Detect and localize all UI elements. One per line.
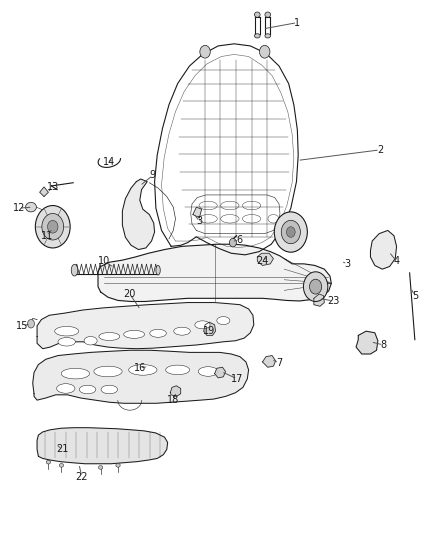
Text: 6: 6 <box>237 235 243 245</box>
Text: 7: 7 <box>276 358 282 368</box>
Text: 23: 23 <box>327 296 339 306</box>
Ellipse shape <box>198 367 218 376</box>
Ellipse shape <box>265 34 271 38</box>
Text: 9: 9 <box>150 171 156 180</box>
Ellipse shape <box>254 12 260 17</box>
Ellipse shape <box>217 317 230 325</box>
Circle shape <box>42 214 64 240</box>
Text: 1: 1 <box>294 18 300 28</box>
Text: 2: 2 <box>377 145 383 155</box>
Ellipse shape <box>79 385 96 394</box>
Ellipse shape <box>55 326 79 336</box>
Ellipse shape <box>46 461 50 464</box>
Polygon shape <box>37 303 254 349</box>
Circle shape <box>47 220 58 233</box>
Polygon shape <box>33 350 249 403</box>
Ellipse shape <box>195 321 210 329</box>
Text: 24: 24 <box>256 256 268 266</box>
Polygon shape <box>98 244 331 302</box>
Circle shape <box>274 212 307 252</box>
Polygon shape <box>170 386 181 397</box>
Circle shape <box>310 279 322 294</box>
Polygon shape <box>37 427 168 464</box>
Circle shape <box>35 206 70 248</box>
Text: 3: 3 <box>344 259 350 269</box>
Circle shape <box>200 45 210 58</box>
Ellipse shape <box>84 336 97 345</box>
Circle shape <box>28 319 35 328</box>
Text: 22: 22 <box>76 472 88 482</box>
Ellipse shape <box>99 333 120 341</box>
Ellipse shape <box>25 203 36 212</box>
Text: 10: 10 <box>98 256 110 266</box>
Text: 21: 21 <box>56 445 68 455</box>
Text: 14: 14 <box>103 157 116 166</box>
Polygon shape <box>356 331 378 354</box>
Ellipse shape <box>156 265 160 275</box>
Ellipse shape <box>265 12 271 17</box>
Text: 13: 13 <box>46 182 59 192</box>
Polygon shape <box>371 230 396 269</box>
Circle shape <box>230 238 237 247</box>
Ellipse shape <box>99 466 103 470</box>
Ellipse shape <box>58 337 75 346</box>
Ellipse shape <box>61 368 89 379</box>
Circle shape <box>304 272 328 302</box>
Ellipse shape <box>124 330 145 338</box>
Text: 5: 5 <box>412 290 418 301</box>
Polygon shape <box>193 207 201 217</box>
Text: 8: 8 <box>381 340 387 350</box>
Text: 17: 17 <box>231 374 244 384</box>
Text: 15: 15 <box>16 321 28 331</box>
Text: 16: 16 <box>134 364 146 373</box>
Text: 20: 20 <box>124 289 136 299</box>
Circle shape <box>281 220 300 244</box>
Ellipse shape <box>101 385 117 394</box>
Ellipse shape <box>174 327 190 335</box>
Ellipse shape <box>150 329 166 337</box>
Ellipse shape <box>166 365 190 375</box>
Ellipse shape <box>94 366 122 377</box>
Ellipse shape <box>129 365 157 375</box>
Circle shape <box>259 45 270 58</box>
Polygon shape <box>204 322 215 335</box>
Ellipse shape <box>254 34 260 38</box>
Ellipse shape <box>116 464 120 467</box>
Text: 18: 18 <box>167 395 180 405</box>
Text: 19: 19 <box>203 326 215 336</box>
Ellipse shape <box>59 464 64 467</box>
Circle shape <box>286 227 295 237</box>
Polygon shape <box>314 294 324 306</box>
Polygon shape <box>40 187 48 197</box>
Text: 3: 3 <box>196 216 202 227</box>
Ellipse shape <box>57 384 75 393</box>
Polygon shape <box>262 356 276 367</box>
Text: 12: 12 <box>13 203 25 213</box>
Text: 11: 11 <box>41 231 53 241</box>
Polygon shape <box>257 253 273 265</box>
Text: 4: 4 <box>393 256 399 266</box>
Polygon shape <box>215 367 226 378</box>
Ellipse shape <box>71 264 78 276</box>
Polygon shape <box>122 179 155 249</box>
